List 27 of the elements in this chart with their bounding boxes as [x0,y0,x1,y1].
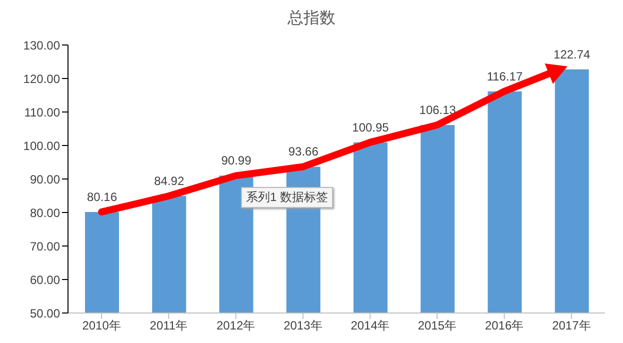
data-label: 106.13 [419,102,456,117]
y-tick-label: 60.00 [30,272,60,287]
data-label: 122.74 [554,47,591,62]
x-tick-label: 2014年 [350,318,390,333]
y-tick-label: 100.00 [23,138,60,153]
data-label: 90.99 [221,154,252,168]
data-label: 100.95 [352,120,390,134]
y-tick-label: 70.00 [30,239,60,254]
y-tick-label: 120.00 [23,72,60,86]
y-tick-label: 80.00 [30,206,60,220]
x-tick-label: 2016年 [484,318,524,333]
y-tick-label: 90.00 [30,172,60,186]
annotation: 系列1 数据标签 [241,187,334,208]
x-tick-label: 2017年 [552,318,591,333]
y-tick-label: 50.00 [30,306,60,320]
data-label: 80.16 [86,190,118,204]
data-label: 84.92 [154,174,184,188]
y-tick-label: 130.00 [23,38,60,52]
x-tick-label: 2012年 [216,318,256,333]
x-tick-label: 2015年 [418,318,457,333]
data-label: 116.17 [486,69,523,84]
x-tick-label: 2010年 [82,318,121,333]
x-tick-label: 2011年 [150,318,188,333]
chart-title: 总指数 [286,9,336,29]
data-label: 93.66 [288,144,319,159]
y-tick-label: 110.00 [24,105,60,120]
x-tick-label: 2013年 [284,318,322,333]
